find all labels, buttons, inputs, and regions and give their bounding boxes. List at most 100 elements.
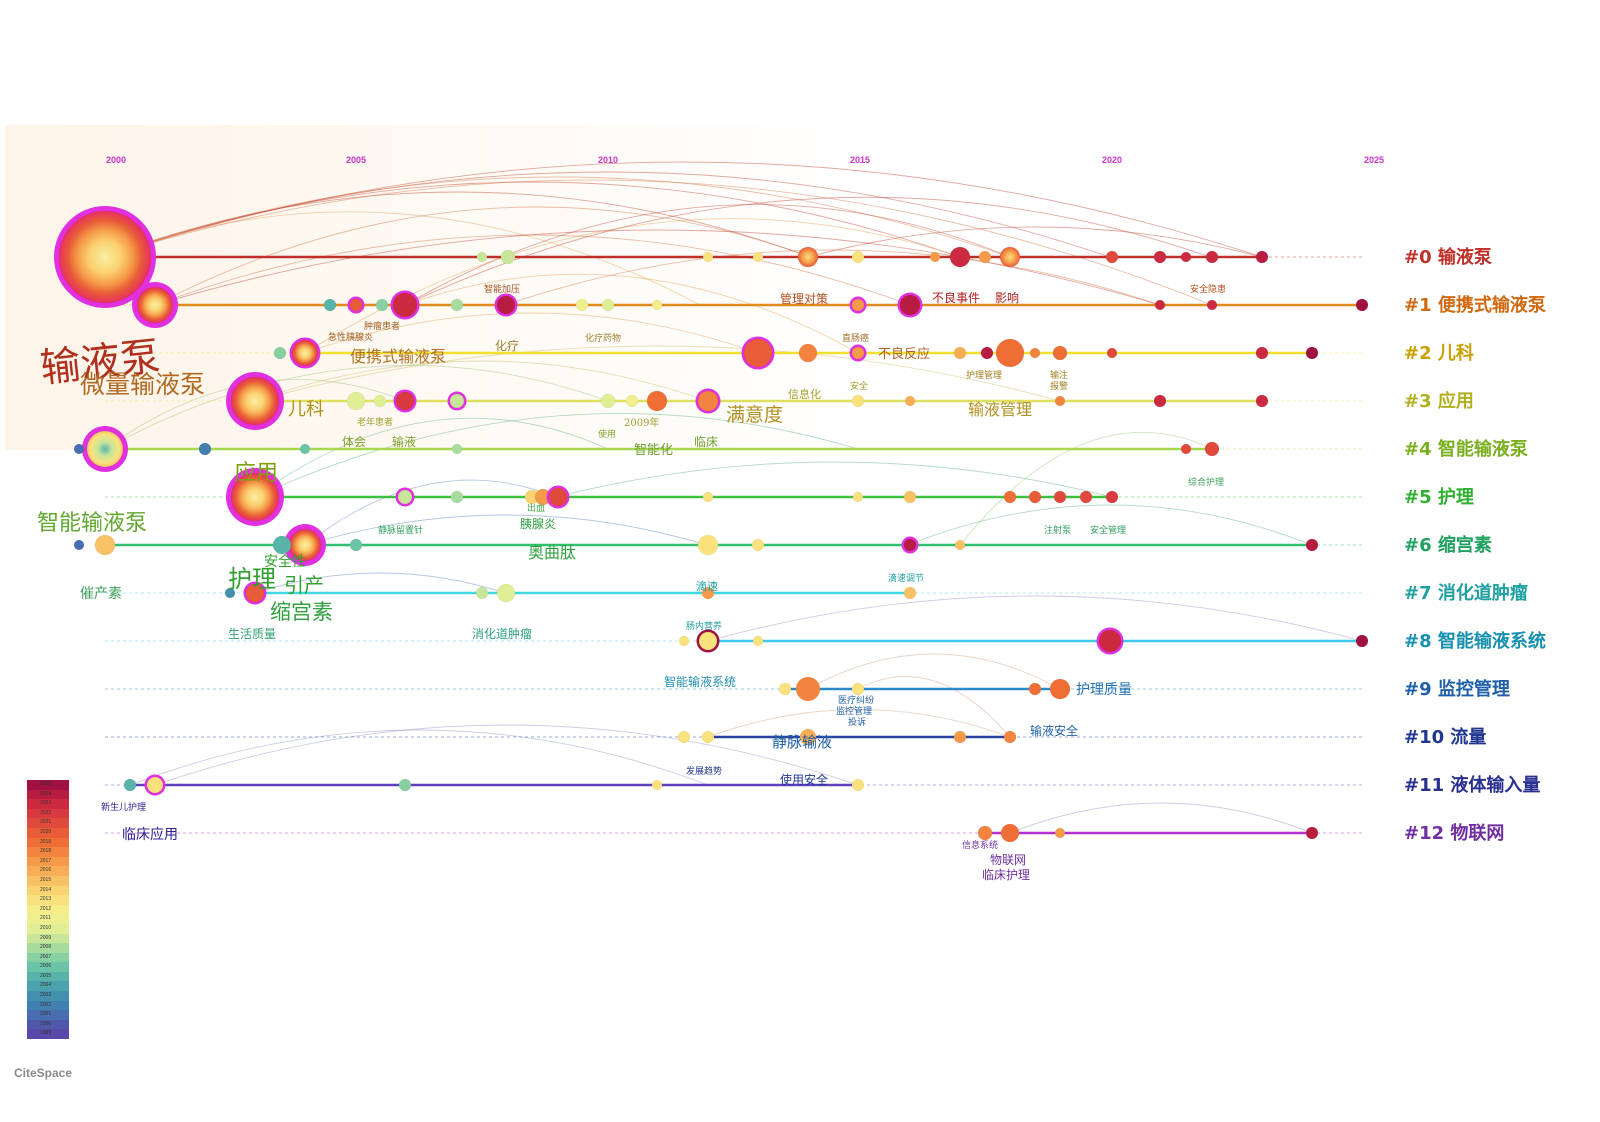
cluster-label[interactable]: #0 输液泵	[1404, 246, 1492, 268]
keyword-node[interactable]	[1105, 490, 1119, 504]
cluster-label[interactable]: #1 便携式输液泵	[1404, 294, 1546, 316]
keyword-node[interactable]	[496, 295, 516, 315]
keyword-node[interactable]	[701, 730, 715, 744]
keyword-node[interactable]	[851, 394, 865, 408]
keyword-node[interactable]	[349, 298, 363, 312]
keyword-node[interactable]	[1000, 823, 1020, 843]
cluster-label[interactable]: #8 智能输液系统	[1404, 630, 1546, 652]
keyword-node[interactable]	[1028, 682, 1042, 696]
keyword-node[interactable]	[1052, 345, 1068, 361]
keyword-node[interactable]	[701, 586, 715, 600]
keyword-node[interactable]	[146, 776, 164, 794]
keyword-node[interactable]	[1255, 250, 1269, 264]
keyword-node[interactable]	[500, 249, 516, 265]
keyword-node[interactable]	[1153, 250, 1167, 264]
keyword-node[interactable]	[702, 491, 714, 503]
keyword-node[interactable]	[953, 730, 967, 744]
keyword-node[interactable]	[799, 728, 817, 746]
keyword-node[interactable]	[697, 534, 719, 556]
keyword-node[interactable]	[1305, 826, 1319, 840]
keyword-node[interactable]	[392, 292, 418, 318]
keyword-node[interactable]	[1053, 490, 1067, 504]
keyword-node[interactable]	[752, 635, 764, 647]
keyword-node[interactable]	[929, 251, 941, 263]
keyword-node[interactable]	[903, 490, 917, 504]
keyword-node[interactable]	[291, 339, 319, 367]
keyword-node[interactable]	[1105, 250, 1119, 264]
cluster-label[interactable]: #12 物联网	[1404, 822, 1504, 844]
keyword-node[interactable]	[1305, 538, 1319, 552]
keyword-node[interactable]	[136, 286, 174, 324]
keyword-node[interactable]	[904, 395, 916, 407]
keyword-node[interactable]	[851, 778, 865, 792]
keyword-node[interactable]	[977, 825, 993, 841]
keyword-node[interactable]	[1049, 678, 1071, 700]
keyword-node[interactable]	[899, 294, 921, 316]
keyword-node[interactable]	[323, 298, 337, 312]
cluster-label[interactable]: #5 护理	[1404, 486, 1474, 508]
keyword-node[interactable]	[475, 586, 489, 600]
cluster-label[interactable]: #4 智能输液泵	[1404, 438, 1528, 460]
keyword-node[interactable]	[1003, 490, 1017, 504]
keyword-node[interactable]	[1153, 394, 1167, 408]
cluster-label[interactable]: #3 应用	[1404, 390, 1474, 412]
keyword-node[interactable]	[903, 586, 917, 600]
keyword-node[interactable]	[395, 391, 415, 411]
keyword-node[interactable]	[1180, 251, 1192, 263]
keyword-node[interactable]	[1355, 298, 1369, 312]
keyword-node[interactable]	[272, 535, 292, 555]
keyword-node[interactable]	[198, 442, 212, 456]
keyword-node[interactable]	[1028, 490, 1042, 504]
keyword-node[interactable]	[778, 682, 792, 696]
keyword-node[interactable]	[575, 298, 589, 312]
keyword-node[interactable]	[851, 682, 865, 696]
keyword-node[interactable]	[1079, 490, 1093, 504]
keyword-node[interactable]	[346, 391, 366, 411]
keyword-node[interactable]	[349, 538, 363, 552]
keyword-node[interactable]	[851, 298, 865, 312]
keyword-node[interactable]	[1180, 443, 1192, 455]
keyword-node[interactable]	[697, 390, 719, 412]
keyword-node[interactable]	[702, 251, 714, 263]
cluster-label[interactable]: #10 流量	[1404, 726, 1486, 748]
keyword-node[interactable]	[273, 346, 287, 360]
keyword-node[interactable]	[852, 491, 864, 503]
keyword-node[interactable]	[1054, 395, 1066, 407]
keyword-node[interactable]	[451, 443, 463, 455]
keyword-node[interactable]	[980, 346, 994, 360]
keyword-node[interactable]	[94, 534, 116, 556]
keyword-node[interactable]	[1029, 347, 1041, 359]
keyword-node[interactable]	[58, 210, 152, 304]
keyword-node[interactable]	[651, 299, 663, 311]
keyword-node[interactable]	[449, 393, 465, 409]
keyword-node[interactable]	[548, 487, 568, 507]
keyword-node[interactable]	[398, 778, 412, 792]
keyword-node[interactable]	[698, 631, 718, 651]
keyword-node[interactable]	[751, 538, 765, 552]
keyword-node[interactable]	[224, 587, 236, 599]
keyword-node[interactable]	[999, 246, 1021, 268]
keyword-node[interactable]	[851, 346, 865, 360]
cluster-label[interactable]: #2 儿科	[1404, 342, 1474, 364]
keyword-node[interactable]	[373, 394, 387, 408]
keyword-node[interactable]	[397, 489, 413, 505]
keyword-node[interactable]	[978, 250, 992, 264]
keyword-node[interactable]	[1205, 250, 1219, 264]
keyword-node[interactable]	[1204, 441, 1220, 457]
keyword-node[interactable]	[450, 490, 464, 504]
keyword-node[interactable]	[954, 539, 966, 551]
keyword-node[interactable]	[851, 250, 865, 264]
keyword-node[interactable]	[245, 583, 265, 603]
keyword-node[interactable]	[678, 635, 690, 647]
keyword-node[interactable]	[450, 298, 464, 312]
keyword-node[interactable]	[1054, 827, 1066, 839]
keyword-node[interactable]	[1106, 347, 1118, 359]
cluster-label[interactable]: #11 液体输入量	[1404, 774, 1540, 796]
keyword-node[interactable]	[299, 443, 311, 455]
keyword-node[interactable]	[1305, 346, 1319, 360]
keyword-node[interactable]	[1206, 299, 1218, 311]
cluster-label[interactable]: #9 监控管理	[1404, 678, 1510, 700]
keyword-node[interactable]	[651, 779, 663, 791]
keyword-node[interactable]	[496, 583, 516, 603]
keyword-node[interactable]	[230, 472, 280, 522]
